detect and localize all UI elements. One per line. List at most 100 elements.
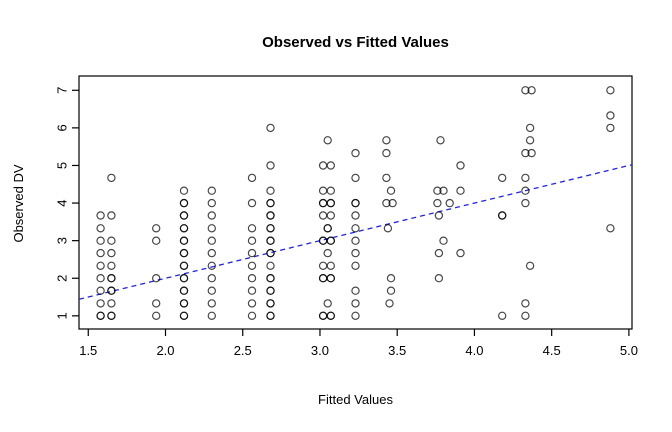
x-tick-label: 1.5 [79,343,97,358]
x-tick-label: 4.0 [465,343,483,358]
data-point [434,274,444,283]
y-tick-label: 3 [55,237,70,244]
data-point [527,86,536,95]
data-point [179,286,189,295]
data-point [96,236,105,245]
data-point [323,224,332,233]
data-point [326,161,335,170]
y-tick-label: 2 [55,275,70,282]
x-tick-label: 2.0 [156,343,174,358]
data-point [318,161,328,170]
data-point [207,274,216,283]
data-point [326,186,335,195]
y-tick-label: 1 [55,312,70,319]
data-point [318,236,328,245]
y-tick-label: 6 [55,124,70,131]
data-point [351,286,360,295]
data-point [351,173,360,183]
data-point [382,136,391,145]
data-point [498,311,507,320]
data-point [179,261,189,270]
data-point [521,86,530,95]
data-point [525,123,535,133]
data-point [207,198,216,208]
data-point [207,261,216,270]
data-point [96,274,105,283]
data-point [318,274,328,283]
data-point [323,299,332,308]
data-point [179,198,189,208]
data-point [318,261,328,270]
data-point [207,299,216,308]
data-point [107,261,116,270]
data-point [606,224,615,233]
data-point [266,261,275,270]
data-point [266,236,275,245]
data-point [107,173,116,183]
data-point [439,236,448,245]
data-point [266,186,275,195]
data-point [266,299,275,308]
data-point [351,248,360,258]
chart-title: Observed vs Fitted Values [262,34,449,51]
y-axis-label: Observed DV [11,164,26,243]
data-point [266,274,275,283]
data-point [606,86,615,95]
data-point [456,161,465,170]
data-point [96,261,105,270]
data-point [525,261,535,270]
data-point [521,173,530,183]
y-tick-label: 5 [55,162,70,169]
data-point [326,211,335,220]
data-point [266,224,275,233]
data-point [326,274,335,283]
data-point [247,274,257,283]
identity-line [78,164,633,300]
data-point [107,311,116,320]
data-point [382,148,391,158]
data-point [521,311,530,320]
y-tick-label: 7 [55,87,70,94]
data-point [456,186,465,195]
x-axis-label: Fitted Values [318,392,393,407]
data-point [385,299,394,308]
data-point [323,248,332,258]
data-point [323,136,332,145]
data-point [207,286,216,295]
data-point [521,198,530,208]
data-point [247,248,257,258]
data-point [382,198,391,208]
data-point [527,148,536,158]
data-point [179,224,189,233]
data-point [521,186,530,195]
data-point [498,173,507,183]
data-point [382,173,391,183]
x-tick-label: 5.0 [620,343,638,358]
data-point [318,198,328,208]
data-point [207,236,216,245]
data-point [436,136,445,145]
data-point [521,299,530,308]
data-point [247,236,257,245]
data-point [207,224,216,233]
data-point [107,274,116,283]
plot-border [78,75,633,330]
data-point [266,248,275,258]
x-tick-label: 2.5 [234,343,252,358]
data-point [107,248,116,258]
data-point [151,299,161,308]
data-point [107,286,116,295]
data-point [456,248,465,258]
data-point [351,224,360,233]
data-point [498,211,507,220]
data-point [179,211,189,220]
data-point [266,311,275,320]
data-point [96,224,105,233]
x-tick-label: 3.5 [388,343,406,358]
data-point [351,261,360,270]
data-point [386,274,396,283]
x-tick-label: 4.5 [543,343,561,358]
data-point [151,274,161,283]
data-point [96,299,105,308]
